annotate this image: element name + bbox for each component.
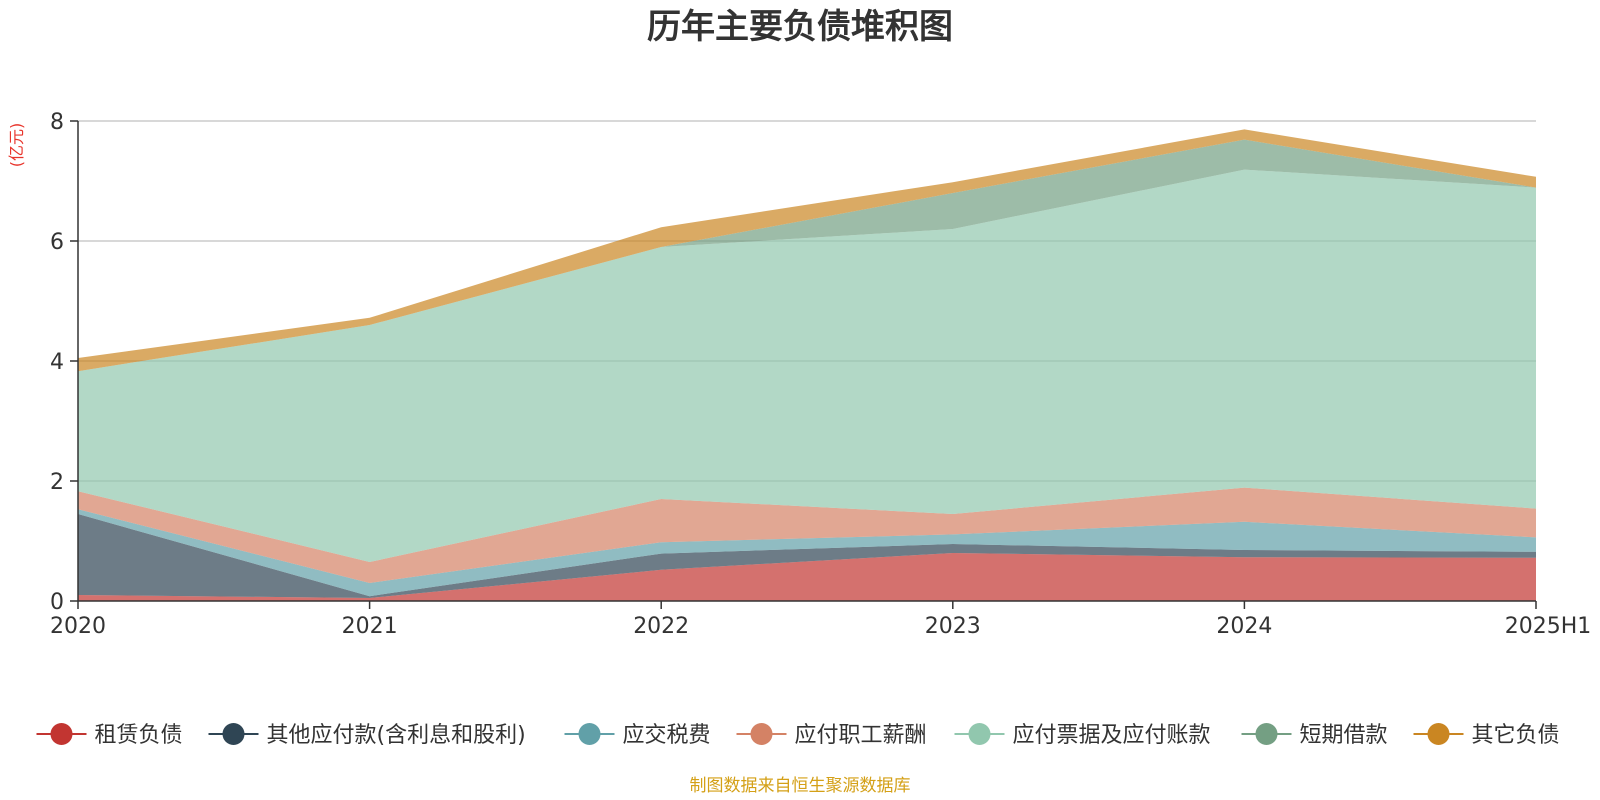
legend-label: 租赁负债 [95, 723, 183, 748]
x-tick-label: 2025H1 [1505, 614, 1592, 639]
legend-item-5[interactable]: 短期借款 [1241, 723, 1388, 748]
legend-marker-icon [750, 723, 773, 745]
area-series-2 [78, 509, 1536, 597]
legend-item-3[interactable]: 应付职工薪酬 [736, 723, 927, 748]
y-tick-label: 8 [50, 110, 64, 135]
legend-label: 其他应付款(含利息和股利) [267, 723, 526, 748]
legend-marker-icon [578, 723, 601, 745]
x-tick-label: 2021 [342, 614, 398, 639]
x-tick-label: 2023 [925, 614, 981, 639]
data-source-footer: 制图数据来自恒生聚源数据库 [690, 776, 911, 796]
legend-item-4[interactable]: 应付票据及应付账款 [954, 723, 1211, 748]
x-axis-ticks: 2020 2021 2022 2023 2024 2025H1 [50, 601, 1591, 639]
legend[interactable]: 租赁负债 其他应付款(含利息和股利) 应交税费 应付职工薪酬 应付票据及应付账款 短期借款… [36, 723, 1560, 748]
legend-label: 应付职工薪酬 [795, 723, 927, 748]
area-series-0 [78, 553, 1536, 601]
area-series-6 [78, 129, 1536, 372]
legend-label: 短期借款 [1300, 723, 1388, 748]
legend-marker-icon [222, 723, 245, 745]
y-axis-unit-label: (亿元) [7, 123, 26, 168]
legend-item-0[interactable]: 租赁负债 [36, 723, 183, 748]
legend-label: 应交税费 [623, 723, 711, 748]
legend-label: 应付票据及应付账款 [1013, 723, 1211, 748]
series-areas [78, 129, 1536, 601]
area-series-3 [78, 487, 1536, 583]
area-series-4 [78, 169, 1536, 562]
y-tick-label: 0 [50, 590, 64, 615]
x-tick-label: 2022 [633, 614, 689, 639]
area-series-1 [78, 514, 1536, 598]
legend-marker-icon [50, 723, 73, 745]
legend-marker-icon [968, 723, 991, 745]
x-tick-label: 2020 [50, 614, 106, 639]
chart-title: 历年主要负债堆积图 [647, 7, 953, 47]
x-tick-label: 2024 [1216, 614, 1272, 639]
y-tick-label: 4 [50, 350, 64, 375]
legend-item-1[interactable]: 其他应付款(含利息和股利) [208, 723, 526, 748]
y-tick-label: 6 [50, 230, 64, 255]
legend-label: 其它负债 [1472, 723, 1560, 748]
legend-item-6[interactable]: 其它负债 [1413, 723, 1560, 748]
legend-marker-icon [1427, 723, 1450, 745]
y-tick-label: 2 [50, 470, 64, 495]
legend-item-2[interactable]: 应交税费 [564, 723, 711, 748]
legend-marker-icon [1255, 723, 1278, 745]
y-axis-ticks: 0 2 4 6 8 [50, 110, 78, 615]
